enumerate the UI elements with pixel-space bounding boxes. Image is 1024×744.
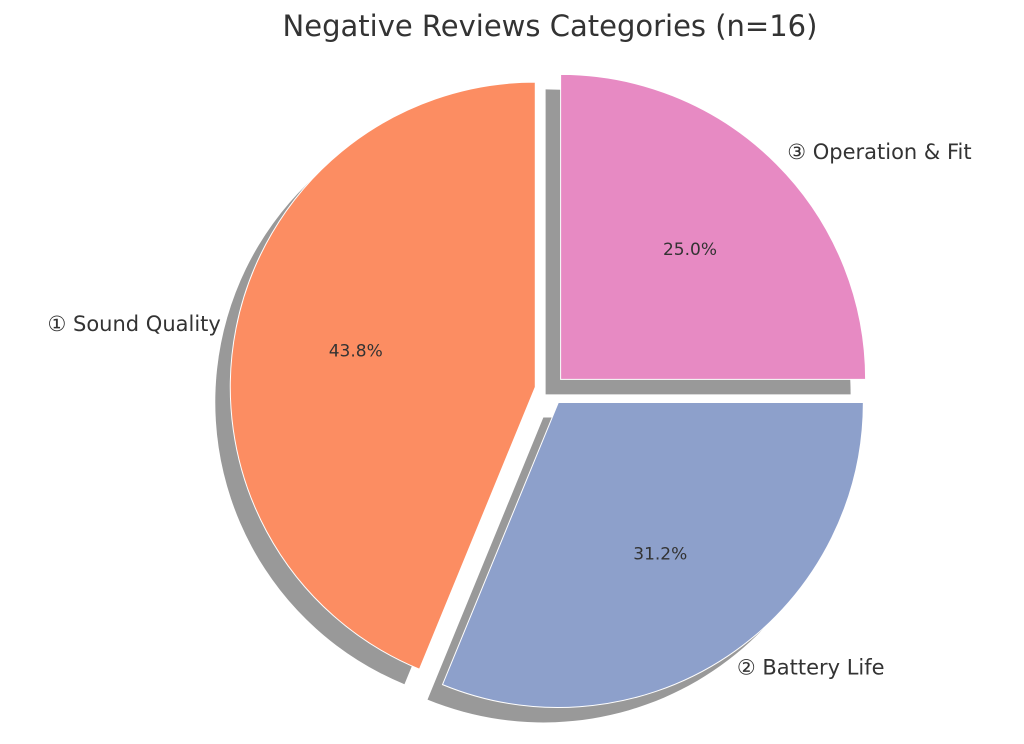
wedge — [229, 81, 536, 670]
wedge — [441, 401, 864, 708]
category-label: ③ Operation & Fit — [787, 140, 971, 164]
value-label: 43.8% — [329, 342, 383, 362]
value-label: 31.2% — [633, 544, 687, 564]
value-label: 25.0% — [663, 240, 717, 260]
chart-title: Negative Reviews Categories (n=16) — [283, 9, 818, 43]
category-label: ① Sound Quality — [48, 312, 221, 336]
category-label: ② Battery Life — [737, 656, 885, 680]
wedge — [560, 73, 867, 380]
